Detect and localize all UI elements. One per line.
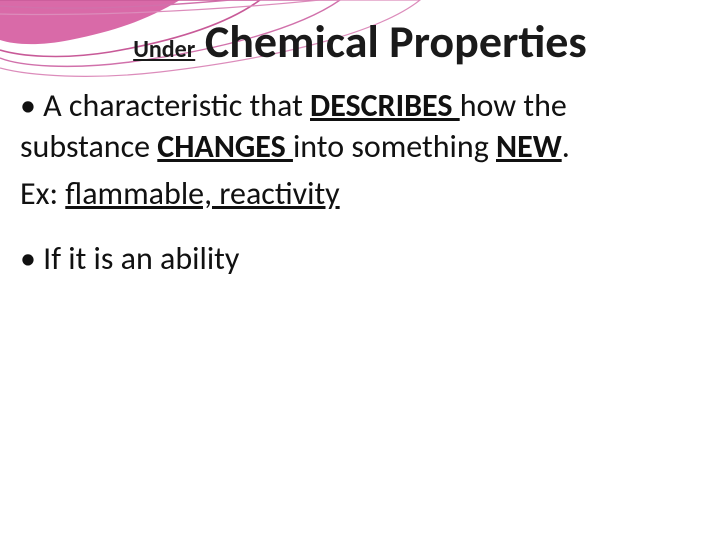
bullet-2: • If it is an ability: [20, 239, 700, 280]
bullet-1-text-c: into something: [293, 127, 496, 166]
bullet-1-emph-1: DESCRIBES: [310, 86, 460, 125]
example-label: Ex:: [20, 174, 65, 213]
slide-title: Under Chemical Properties: [0, 14, 720, 70]
bullet-1: • A characteristic that DESCRIBES how th…: [20, 86, 700, 168]
bullet-1-text-a: • A characteristic that: [20, 86, 310, 125]
bullet-1-text-d: .: [562, 127, 570, 166]
example-line: Ex: flammable, reactivity: [20, 174, 700, 215]
title-main: Chemical Properties: [205, 14, 587, 70]
example-text: flammable, reactivity: [65, 174, 339, 213]
slide-body: • A characteristic that DESCRIBES how th…: [20, 86, 700, 286]
title-prefix: Under: [133, 35, 201, 64]
bullet-1-emph-2: CHANGES: [157, 127, 293, 166]
bullet-1-emph-3: NEW: [496, 127, 562, 166]
